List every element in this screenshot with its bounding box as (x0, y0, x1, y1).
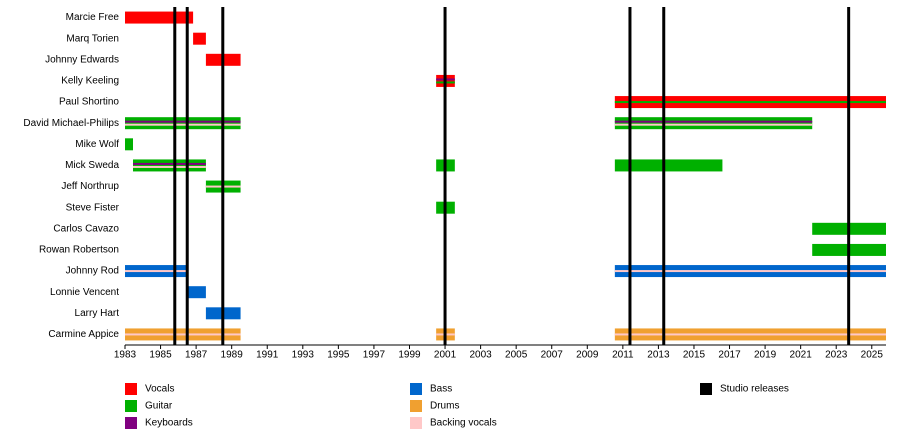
legend-label: Keyboards (145, 418, 193, 429)
member-bar (187, 286, 206, 299)
role-stripe (125, 270, 188, 273)
x-tick-label: 2023 (825, 350, 848, 361)
member-name: Marcie Free (66, 12, 120, 23)
legend-swatch (125, 417, 137, 429)
legend-swatch (410, 400, 422, 412)
legend-swatch (410, 417, 422, 429)
member-bar (133, 159, 206, 172)
legend-swatch (410, 383, 422, 395)
member-name: Johnny Rod (66, 266, 119, 277)
member-name: Rowan Robertson (39, 245, 119, 256)
role-stripe (614, 123, 813, 126)
x-tick-label: 2003 (469, 350, 492, 361)
legend-label: Studio releases (720, 384, 789, 395)
member-name: David Michael-Philips (23, 118, 119, 129)
member-name: Johnny Edwards (45, 54, 119, 65)
legend-label: Drums (430, 401, 459, 412)
member-bar (614, 159, 723, 172)
x-tick-label: 1999 (398, 350, 421, 361)
member-name: Marq Torien (66, 33, 119, 44)
member-name: Jeff Northrup (61, 181, 119, 192)
x-tick-label: 1995 (327, 350, 350, 361)
role-stripe (125, 120, 241, 123)
role-stripe (614, 333, 886, 336)
member-name: Kelly Keeling (61, 76, 119, 87)
role-stripe (133, 165, 206, 168)
role-stripe (614, 270, 886, 273)
member-name: Lonnie Vencent (50, 287, 119, 298)
legend-swatch (700, 383, 712, 395)
x-tick-label: 2017 (718, 350, 741, 361)
x-tick-label: 1985 (149, 350, 172, 361)
legend-label: Vocals (145, 384, 174, 395)
member-name: Mick Sweda (65, 160, 119, 171)
role-stripe (125, 123, 241, 126)
member-bar (614, 117, 813, 130)
member-bar (125, 138, 134, 151)
x-tick-label: 2015 (683, 350, 706, 361)
x-tick-label: 2007 (541, 350, 564, 361)
legend-label: Backing vocals (430, 418, 497, 429)
x-tick-label: 2009 (576, 350, 599, 361)
x-tick-label: 1997 (363, 350, 386, 361)
legend-swatch (125, 400, 137, 412)
x-tick-label: 2019 (754, 350, 777, 361)
x-tick-label: 2025 (861, 350, 884, 361)
legend-label: Bass (430, 384, 452, 395)
member-name: Mike Wolf (75, 139, 119, 150)
role-stripe (614, 120, 813, 123)
role-stripe (125, 333, 241, 336)
member-name: Paul Shortino (59, 97, 119, 108)
role-stripe (133, 162, 206, 165)
x-tick-label: 1993 (292, 350, 315, 361)
x-tick-label: 2001 (434, 350, 457, 361)
x-tick-label: 2005 (505, 350, 528, 361)
member-bar (193, 32, 206, 45)
member-name: Steve Fister (66, 202, 120, 213)
x-tick-label: 1983 (114, 350, 137, 361)
member-name: Carmine Appice (48, 329, 119, 340)
member-name: Carlos Cavazo (53, 223, 119, 234)
x-tick-label: 2013 (647, 350, 670, 361)
x-tick-label: 1989 (221, 350, 244, 361)
role-stripe (614, 101, 886, 104)
x-tick-label: 1991 (256, 350, 279, 361)
member-name: Larry Hart (75, 308, 120, 319)
x-tick-label: 2021 (790, 350, 813, 361)
legend-swatch (125, 383, 137, 395)
legend-label: Guitar (145, 401, 173, 412)
member-bar (125, 11, 194, 24)
member-bar (125, 117, 241, 130)
x-tick-label: 2011 (612, 350, 634, 361)
x-tick-label: 1987 (185, 350, 208, 361)
